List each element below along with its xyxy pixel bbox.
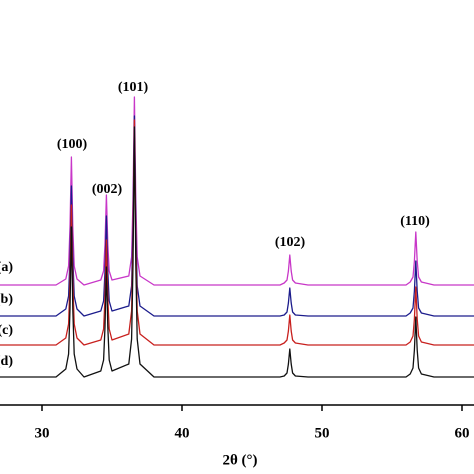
- peak-annotation: (101): [118, 80, 149, 95]
- series-line: [0, 119, 474, 346]
- series-label: (c): [0, 323, 13, 338]
- series-line: [0, 126, 474, 378]
- x-tick-label: 50: [315, 425, 330, 441]
- series-label: (a): [0, 260, 13, 275]
- series-label: (d): [0, 354, 13, 369]
- peak-annotation: (002): [92, 182, 123, 197]
- x-tick-label: 30: [35, 425, 50, 441]
- x-tick-label: 60: [455, 425, 470, 441]
- series-line: [0, 115, 474, 317]
- peak-annotation: (110): [400, 214, 430, 229]
- peak-annotation: (100): [57, 137, 88, 152]
- peak-annotation: (102): [275, 235, 306, 250]
- x-tick-label: 40: [175, 425, 190, 441]
- series-line: [0, 96, 474, 286]
- series-label: (b): [0, 292, 13, 307]
- x-axis-label: 2θ (°): [222, 452, 257, 468]
